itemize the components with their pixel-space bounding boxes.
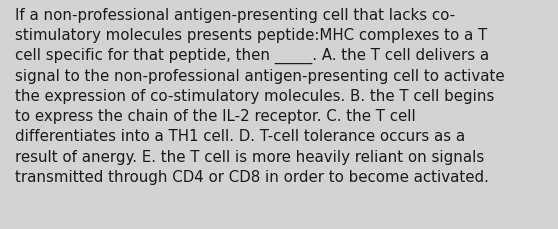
Text: If a non-professional antigen-presenting cell that lacks co-
stimulatory molecul: If a non-professional antigen-presenting… <box>15 8 504 184</box>
